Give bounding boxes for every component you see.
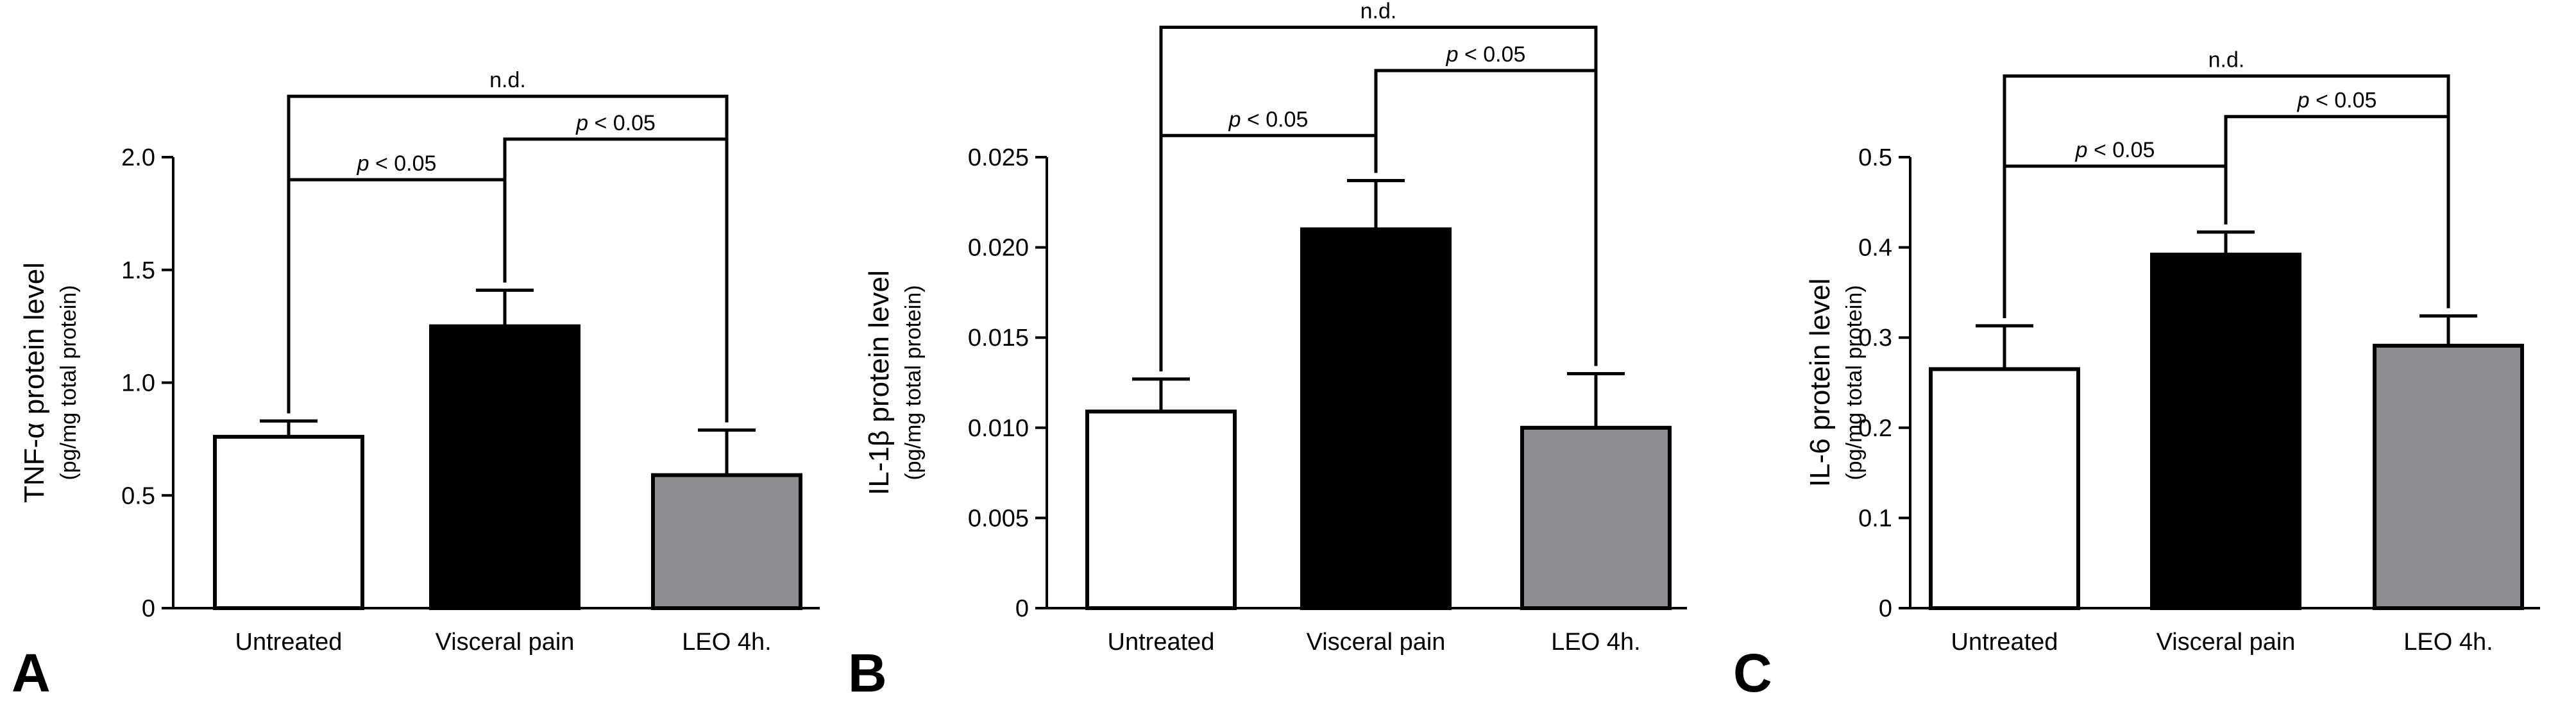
panel-a-significance-bracket bbox=[287, 94, 729, 423]
panel-b-ytick-label: 0.005 bbox=[968, 505, 1029, 532]
panel-c-significance-label: p < 0.05 bbox=[2075, 138, 2155, 162]
panel-a-letter: A bbox=[12, 643, 51, 703]
panel-a-bar-1 bbox=[213, 434, 364, 610]
panel-a-ytick-label: 1.5 bbox=[121, 257, 155, 284]
panel-c-category-label: Visceral pain bbox=[2157, 629, 2296, 656]
panel-b-significance-label: p < 0.05 bbox=[1228, 107, 1309, 132]
panel-a-category-label: LEO 4h. bbox=[682, 629, 771, 656]
panel-b-significance-label: p < 0.05 bbox=[1446, 42, 1526, 67]
panel-a-bar-2 bbox=[429, 324, 580, 610]
panel-a: 0 0.5 1.0 1.5 2.0 TNF-α protein level (pg/mg t… bbox=[12, 68, 820, 703]
panel-a-significance-label: p < 0.05 bbox=[357, 151, 437, 176]
panel-c-ytick-label: 0.3 bbox=[1858, 325, 1892, 352]
panel-b-significance-label: n.d. bbox=[1360, 0, 1397, 24]
panel-a-ytick-label: 1.0 bbox=[121, 370, 155, 397]
panel-b-ytick-label: 0.025 bbox=[968, 144, 1029, 171]
panel-c-ylabel: IL-6 protein level bbox=[1804, 278, 1836, 487]
panel-c-letter: C bbox=[1733, 643, 1772, 703]
panel-b-ytick-label: 0.020 bbox=[968, 235, 1029, 262]
panel-c-significance-bracket bbox=[2003, 74, 2450, 318]
panel-a-ytick-label: 2.0 bbox=[121, 144, 155, 171]
panel-c-category-label: LEO 4h. bbox=[2403, 629, 2493, 656]
panel-b-significance-bracket bbox=[1159, 26, 1598, 371]
panel-c-ylabel-unit: (pg/mg total protein) bbox=[1842, 285, 1867, 480]
panel-c-ytick-label: 0.2 bbox=[1858, 415, 1892, 442]
panel-b-category-label: Visceral pain bbox=[1307, 629, 1446, 656]
panel-a-ytick-label: 0 bbox=[142, 595, 155, 622]
panel-c-category-label: Untreated bbox=[1951, 629, 2058, 656]
panel-c-ytick-label: 0.1 bbox=[1858, 505, 1892, 532]
panel-a-bar-3 bbox=[651, 473, 802, 610]
panel-c-ytick-label: 0 bbox=[1879, 595, 1892, 622]
panel-a-significance-label: p < 0.05 bbox=[575, 111, 656, 135]
panel-c-bar-3 bbox=[2373, 343, 2524, 610]
panel-a-category-label: Visceral pain bbox=[436, 629, 575, 656]
panel-a-ylabel-unit: (pg/mg total protein) bbox=[56, 285, 81, 480]
panel-a-ytick-label: 0.5 bbox=[121, 482, 155, 509]
panel-b-category-label: Untreated bbox=[1108, 629, 1215, 656]
panel-c: 0 0.1 0.2 0.3 0.4 0.5 IL-6 protein level (pg/mg… bbox=[1733, 47, 2540, 703]
panel-a-significance-label: n.d. bbox=[489, 68, 526, 92]
panel-c-bar-1 bbox=[1929, 367, 2080, 610]
panel-c-ytick-label: 0.4 bbox=[1858, 235, 1892, 262]
panel-b-ylabel-unit: (pg/mg total protein) bbox=[901, 285, 926, 480]
panel-c-significance-label: n.d. bbox=[2208, 47, 2245, 72]
panel-b-category-label: LEO 4h. bbox=[1551, 629, 1640, 656]
panel-b-ytick-label: 0 bbox=[1015, 595, 1029, 622]
panel-b-letter: B bbox=[848, 643, 887, 703]
panel-b-bar-1 bbox=[1085, 409, 1237, 610]
panel-c-ytick-label: 0.5 bbox=[1858, 144, 1892, 171]
panel-b-bar-3 bbox=[1520, 425, 1672, 610]
panel-c-bar-2 bbox=[2150, 252, 2301, 610]
panel-a-category-label: Untreated bbox=[235, 629, 343, 656]
panel-b-ytick-label: 0.010 bbox=[968, 415, 1029, 442]
panel-b-bar-2 bbox=[1300, 227, 1452, 611]
panel-a-ylabel: TNF-α protein level bbox=[19, 262, 50, 503]
panel-b: 0 0.005 0.010 0.015 0.020 0.025 IL-1β protein … bbox=[848, 0, 1687, 703]
panel-c-significance-label: p < 0.05 bbox=[2297, 89, 2377, 113]
panel-b-ylabel: IL-1β protein level bbox=[863, 270, 895, 495]
panel-b-ytick-label: 0.015 bbox=[968, 325, 1029, 352]
